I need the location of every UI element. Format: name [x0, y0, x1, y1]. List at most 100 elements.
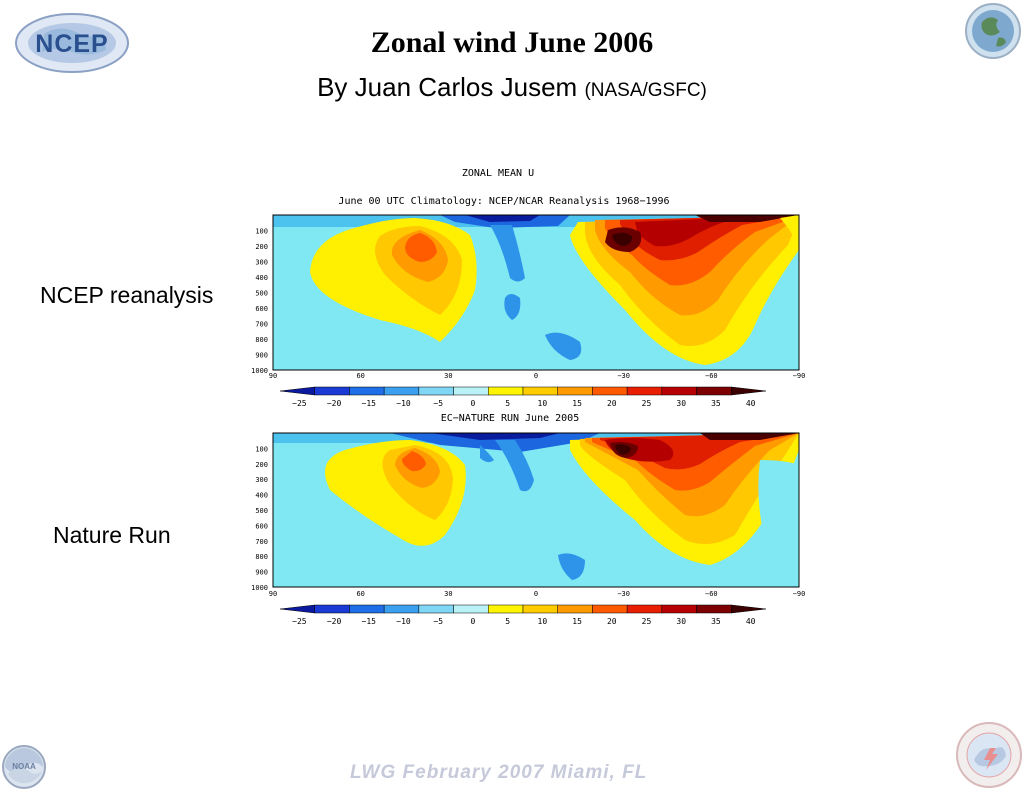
panel1-title: June 00 UTC Climatology: NCEP/NCAR Reana…	[338, 196, 669, 207]
x-tick-label: 0	[534, 372, 538, 380]
colorbar-swatch	[661, 386, 697, 396]
colorbar-tick-label: −20	[327, 399, 342, 408]
colorbar-swatch	[279, 386, 315, 396]
figure-heading: ZONAL MEAN U	[462, 168, 534, 179]
x-tick-label: −60	[705, 590, 718, 598]
colorbar-tick-label: −5	[433, 399, 443, 408]
globe-logo-icon	[964, 2, 1022, 60]
y-tick-label: 1000	[251, 584, 268, 592]
y-tick-label: 900	[255, 569, 268, 577]
colorbar-2: −25 −20 −15 −10 −5 0 5 10 15 20 25 30 35 40	[279, 604, 767, 626]
y-tick-label: 700	[255, 538, 268, 546]
colorbar-swatch	[592, 604, 628, 614]
colorbar-swatch	[557, 604, 593, 614]
y-tick-label: 600	[255, 305, 268, 313]
colorbar-swatch	[349, 604, 385, 614]
colorbar-tick-label: −25	[292, 617, 307, 626]
colorbar-swatch	[731, 386, 767, 396]
colorbar-tick-label: 5	[505, 617, 510, 626]
y-tick-label: 300	[255, 259, 268, 267]
colorbar-swatch	[696, 386, 732, 396]
y-tick-label: 200	[255, 461, 268, 469]
colorbar-tick-label: 30	[676, 399, 686, 408]
panel2-contour-plot	[272, 432, 800, 588]
colorbar-swatch	[557, 386, 593, 396]
y-tick-label: 800	[255, 553, 268, 561]
colorbar-tick-label: 35	[711, 617, 721, 626]
x-tick-label: 90	[269, 590, 277, 598]
colorbar-swatch	[626, 604, 663, 614]
y-tick-label: 1000	[251, 367, 268, 375]
x-tick-label: −60	[705, 372, 718, 380]
colorbar-tick-label: 10	[538, 617, 548, 626]
y-tick-label: 300	[255, 476, 268, 484]
x-tick-label: −90	[793, 372, 806, 380]
colorbar-swatch	[626, 386, 663, 396]
colorbar-tick-label: −15	[362, 399, 377, 408]
noaa-logo-text: NOAA	[12, 762, 36, 771]
colorbar-swatch	[383, 386, 420, 396]
colorbar-tick-label: −20	[327, 617, 342, 626]
y-tick-label: 700	[255, 321, 268, 329]
y-tick-label: 800	[255, 336, 268, 344]
colorbar-swatch	[592, 386, 628, 396]
colorbar-tick-label: 15	[572, 399, 582, 408]
colorbar-swatch	[522, 604, 558, 614]
colorbar-tick-label: 5	[505, 399, 510, 408]
y-tick-label: 900	[255, 352, 268, 360]
y-tick-label: 400	[255, 492, 268, 500]
colorbar-tick-label: 0	[471, 617, 476, 626]
panel1-contour-plot	[272, 214, 800, 371]
x-tick-label: 60	[356, 372, 364, 380]
colorbar-swatch	[661, 604, 697, 614]
colorbar-tick-label: 30	[676, 617, 686, 626]
colorbar-tick-label: 15	[572, 617, 582, 626]
y-tick-label: 500	[255, 290, 268, 298]
colorbar-tick-label: 20	[607, 399, 617, 408]
colorbar-swatch	[453, 386, 489, 396]
colorbar-tick-label: 40	[746, 399, 756, 408]
panel1-x-axis: 90 60 30 0 −30 −60 −90	[269, 372, 806, 380]
nws-logo	[954, 720, 1024, 790]
slide-subtitle: By Juan Carlos Jusem (NASA/GSFC)	[0, 72, 1024, 103]
colorbar-tick-label: −5	[433, 617, 443, 626]
colorbar-swatch	[488, 386, 524, 396]
colorbar-tick-label: −10	[396, 617, 411, 626]
y-tick-label: 600	[255, 522, 268, 530]
colorbar-swatch	[488, 604, 524, 614]
panel2-title: EC−NATURE RUN June 2005	[441, 413, 579, 424]
x-tick-label: 60	[356, 590, 364, 598]
x-tick-label: 30	[444, 590, 452, 598]
y-tick-label: 100	[255, 445, 268, 453]
noaa-logo: NOAA	[0, 744, 48, 790]
nature-run-label: Nature Run	[53, 522, 171, 548]
colorbar-tick-label: 10	[538, 399, 548, 408]
colorbar-1: −25 −20 −15 −10 −5 0 5 10 15 20 25 30 35 40	[279, 386, 767, 408]
y-tick-label: 500	[255, 507, 268, 515]
panel1-y-axis: 100 200 300 400 500 600 700 800 900 1000	[251, 228, 268, 376]
author-name: By Juan Carlos Jusem	[317, 72, 578, 102]
colorbar-tick-label: 40	[746, 617, 756, 626]
colorbar-tick-label: −25	[292, 399, 307, 408]
zonal-mean-figure: ZONAL MEAN U June 00 UTC Climatology: NC…	[240, 160, 820, 630]
colorbar-swatch	[696, 604, 732, 614]
colorbar-tick-label: 20	[607, 617, 617, 626]
ncep-logo-text: NCEP	[35, 30, 109, 58]
colorbar-swatch	[453, 604, 489, 614]
x-tick-label: −90	[793, 590, 806, 598]
x-tick-label: 90	[269, 372, 277, 380]
colorbar-swatch	[522, 386, 558, 396]
colorbar-swatch	[349, 386, 385, 396]
colorbar-tick-label: 35	[711, 399, 721, 408]
x-tick-label: −30	[617, 590, 630, 598]
colorbar-swatch	[383, 604, 420, 614]
ncep-reanalysis-label: NCEP reanalysis	[40, 282, 214, 308]
footer-text: LWG February 2007 Miami, FL	[350, 762, 648, 783]
colorbar-tick-label: 25	[642, 399, 652, 408]
colorbar-swatch	[731, 604, 767, 614]
y-tick-label: 400	[255, 274, 268, 282]
colorbar-tick-label: −15	[362, 617, 377, 626]
colorbar-tick-label: 25	[642, 617, 652, 626]
author-affiliation: (NASA/GSFC)	[584, 80, 707, 101]
colorbar-swatch	[418, 604, 454, 614]
